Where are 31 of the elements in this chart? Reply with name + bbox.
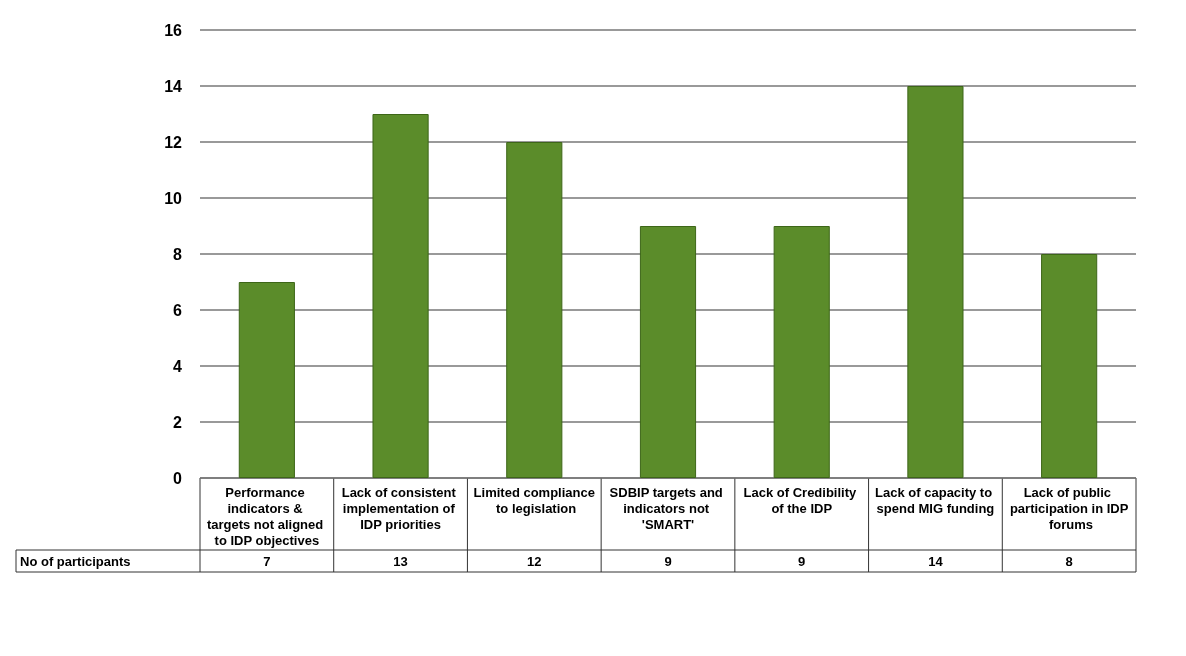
bar bbox=[238, 282, 295, 478]
bar bbox=[773, 226, 830, 478]
y-tick-label: 10 bbox=[164, 189, 183, 207]
x-tick-label: Performance indicators & targets not aligned to IDP objectives bbox=[206, 484, 327, 548]
data-label: 8 bbox=[1065, 553, 1073, 569]
text: No of participants bbox=[20, 553, 131, 569]
x-tick-label: Limited compliance to legislation bbox=[473, 484, 595, 516]
data-label: 13 bbox=[393, 553, 408, 569]
x-tick-label: SDBIP targets and indicators not 'SMART' bbox=[609, 484, 727, 532]
y-tick-label: 8 bbox=[173, 245, 183, 263]
x-tick-label: Lack of Credibility of the IDP bbox=[743, 484, 860, 516]
bar bbox=[372, 114, 429, 478]
data-label: 14 bbox=[928, 553, 944, 569]
y-tick-label: 6 bbox=[173, 301, 183, 319]
bar bbox=[506, 142, 563, 478]
x-tick-label: Lack of capacity to spend MIG funding bbox=[875, 484, 996, 516]
y-tick-label: 12 bbox=[164, 133, 183, 151]
y-tick-label: 4 bbox=[173, 357, 183, 375]
y-tick-label: 16 bbox=[164, 21, 183, 39]
bar bbox=[907, 86, 964, 478]
bar bbox=[639, 226, 697, 478]
y-tick-label: 14 bbox=[164, 77, 183, 95]
data-label: 7 bbox=[263, 553, 271, 569]
data-label: 9 bbox=[664, 553, 672, 569]
bar bbox=[1041, 254, 1098, 478]
y-tick-label: 0 bbox=[173, 469, 183, 487]
data-label: 12 bbox=[527, 553, 542, 569]
y-tick-label: 2 bbox=[173, 413, 183, 431]
data-label: 9 bbox=[798, 553, 806, 569]
x-tick-label: Lack of public participation in IDP forums bbox=[1009, 484, 1129, 532]
x-tick-label: Lack of consistent implementation of IDP priorities bbox=[341, 484, 460, 532]
